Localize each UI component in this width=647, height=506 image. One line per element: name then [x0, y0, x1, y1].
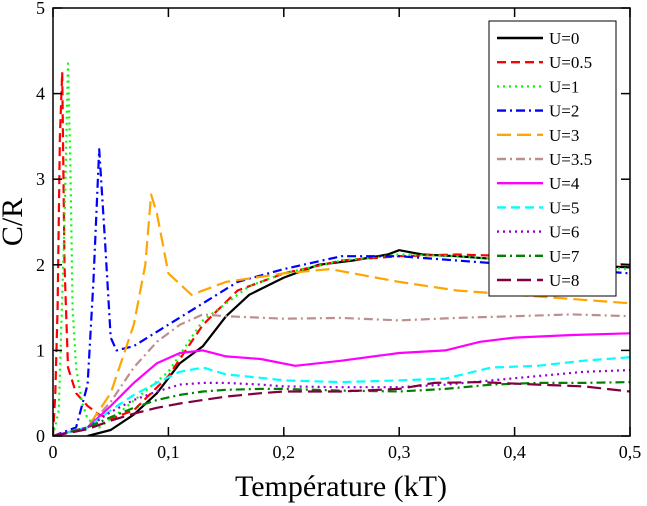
series-line-U=8 — [53, 381, 630, 436]
y-tick-label: 3 — [36, 169, 45, 189]
series-line-U=3 — [53, 193, 630, 436]
x-tick-label: 0,5 — [619, 442, 642, 462]
legend-label-U=3: U=3 — [549, 126, 579, 145]
x-tick-label: 0,1 — [157, 442, 180, 462]
series-line-U=3.5 — [53, 313, 630, 436]
legend: U=0 U=0.5 U=1 U=2 U=3 U=3.5 U=4 U=5 U=6 U=7 U=8 — [488, 20, 617, 297]
legend-label-U=6: U=6 — [549, 223, 579, 242]
legend-label-U=4: U=4 — [549, 174, 580, 193]
legend-label-U=8: U=8 — [549, 271, 579, 290]
series-line-U=7 — [53, 381, 630, 436]
y-tick-label: 5 — [36, 0, 45, 18]
y-tick-label: 4 — [36, 84, 45, 104]
legend-label-U=3.5: U=3.5 — [549, 150, 592, 169]
y-tick-label: 0 — [36, 426, 45, 446]
legend-label-U=5: U=5 — [549, 198, 579, 217]
x-tick-label: 0,4 — [503, 442, 526, 462]
legend-label-U=1: U=1 — [549, 77, 579, 96]
y-tick-label: 1 — [36, 340, 45, 360]
series-line-U=5 — [53, 356, 630, 436]
series-line-U=6 — [53, 369, 630, 436]
y-tick-label: 2 — [36, 255, 45, 275]
plot-frame — [52, 7, 631, 437]
tick-layer: 0 0,1 0,2 0,3 0,4 0,5 0 1 2 3 4 5 — [36, 0, 641, 462]
y-axis-title: C/R — [0, 198, 29, 246]
legend-label-U=0: U=0 — [549, 29, 579, 48]
series-layer — [53, 62, 630, 436]
x-tick-label: 0,2 — [273, 442, 296, 462]
x-axis-title: Température (kT) — [235, 470, 447, 503]
series-line-U=2 — [53, 148, 630, 436]
x-tick-label: 0 — [49, 442, 58, 462]
x-tick-label: 0,3 — [388, 442, 411, 462]
legend-label-U=0.5: U=0.5 — [549, 53, 592, 72]
legend-label-U=7: U=7 — [549, 247, 580, 266]
legend-label-U=2: U=2 — [549, 102, 579, 121]
series-line-U=4 — [53, 332, 630, 436]
